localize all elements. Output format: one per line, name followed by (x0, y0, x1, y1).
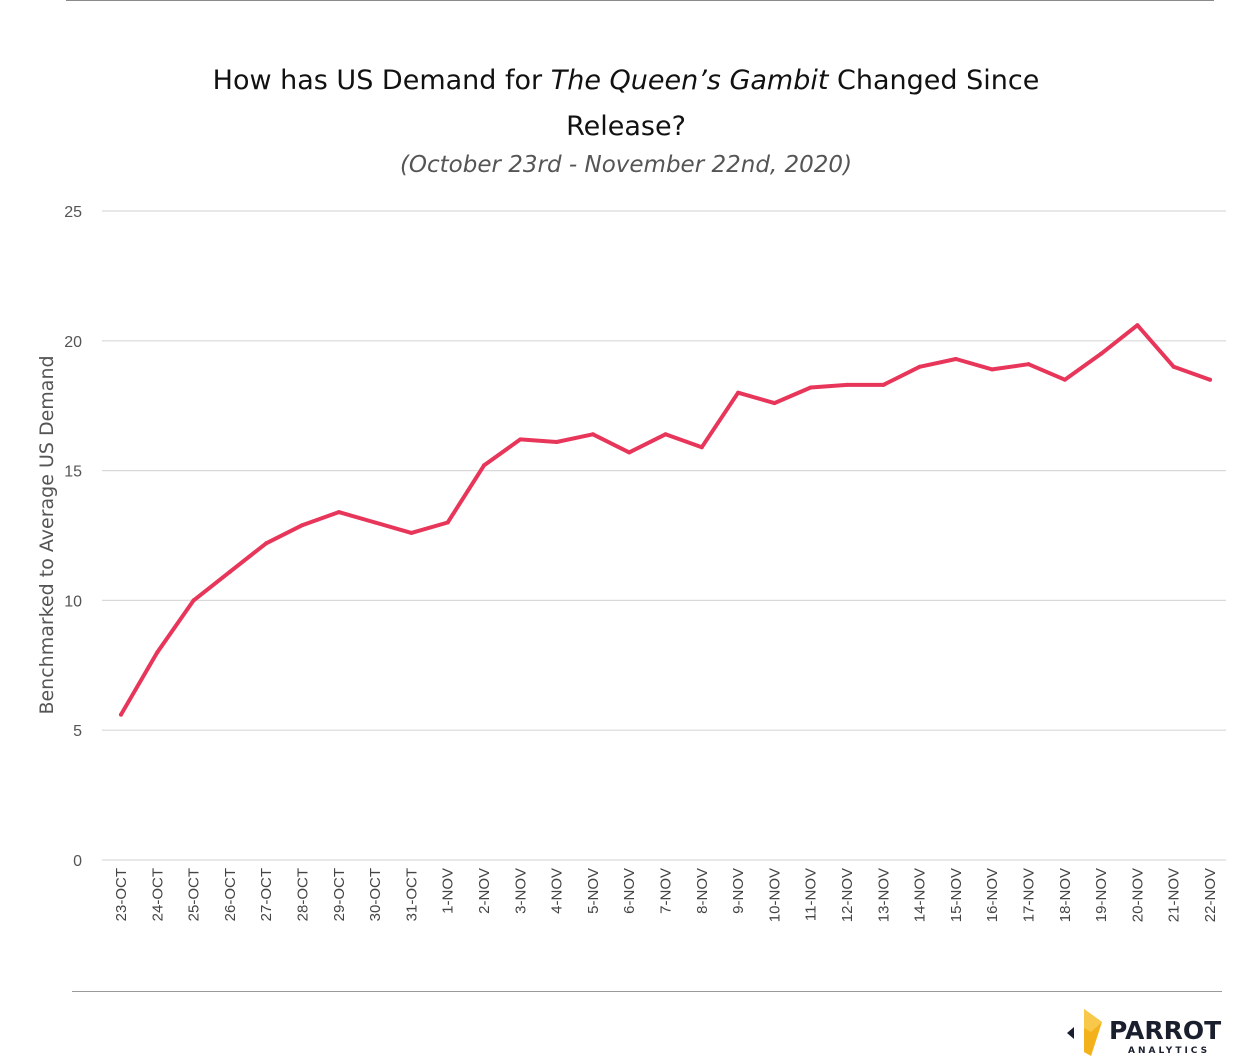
series-layer (119, 323, 1212, 717)
data-point (445, 520, 450, 525)
data-point (917, 364, 922, 369)
data-point (627, 450, 632, 455)
data-point (808, 385, 813, 390)
chart-subtitle: (October 23rd - November 22nd, 2020) (399, 152, 853, 178)
y-tick-label: 0 (73, 853, 82, 870)
y-axis-ticks: 0 5 10 15 20 25 (64, 204, 82, 870)
x-tick-label: 13-NOV (875, 868, 892, 922)
gridlines (102, 210, 1226, 861)
x-tick-label: 19-NOV (1093, 868, 1110, 922)
logo-parrot-icon-shade (1084, 1009, 1102, 1032)
x-tick-label: 23-OCT (113, 868, 130, 921)
x-tick-label: 9-NOV (730, 868, 747, 914)
data-point (518, 437, 523, 442)
title-line-1: How has US Demand for The Queen’s Gambit… (0, 58, 1252, 104)
data-point (300, 523, 305, 528)
x-tick-label: 2-NOV (476, 868, 493, 914)
bottom-divider (72, 991, 1222, 992)
title-prefix: How has US Demand for (212, 65, 551, 96)
x-tick-label: 16-NOV (984, 868, 1001, 922)
x-tick-label: 27-OCT (258, 868, 275, 921)
x-tick-label: 4-NOV (549, 868, 566, 914)
data-point (699, 445, 704, 450)
x-tick-label: 24-OCT (149, 868, 166, 921)
x-tick-label: 30-OCT (367, 868, 384, 921)
x-tick-label: 29-OCT (331, 868, 348, 921)
x-tick-label: 6-NOV (621, 868, 638, 914)
data-point (590, 432, 595, 437)
title-show-name: The Queen’s Gambit (550, 65, 829, 96)
data-point (227, 569, 232, 574)
x-tick-label: 22-NOV (1202, 868, 1219, 922)
x-axis-ticks: 23-OCT 24-OCT 25-OCT 26-OCT 27-OCT 28-OCT 29-O… (113, 868, 1219, 922)
x-tick-label: 21-NOV (1166, 868, 1183, 922)
data-point (264, 541, 269, 546)
parrot-analytics-logo: PARROT ANALYTICS (1067, 1009, 1221, 1056)
data-point (990, 367, 995, 372)
x-tick-label: 31-OCT (403, 868, 420, 921)
logo-arrow-icon (1067, 1027, 1074, 1039)
x-tick-label: 20-NOV (1129, 868, 1146, 922)
x-tick-label: 17-NOV (1021, 868, 1038, 922)
data-point (845, 382, 849, 387)
data-point (1062, 377, 1067, 382)
x-tick-label: 15-NOV (948, 868, 965, 922)
line-chart: 0 5 10 15 20 25 23-OCT 24-OCT 25-OCT 26-OCT 27-OC… (36, 204, 1226, 922)
x-tick-label: 5-NOV (585, 868, 602, 914)
data-point (1208, 377, 1212, 382)
data-point (1026, 362, 1031, 367)
x-tick-label: 26-OCT (222, 868, 239, 921)
x-tick-label: 10-NOV (766, 868, 783, 922)
data-point (772, 401, 777, 406)
y-tick-label: 5 (73, 723, 82, 740)
data-point (953, 356, 958, 361)
data-point (1135, 323, 1140, 328)
y-tick-label: 20 (64, 334, 82, 351)
y-tick-label: 25 (64, 204, 82, 221)
y-tick-label: 15 (64, 464, 82, 481)
data-point (373, 520, 378, 525)
data-point (663, 432, 668, 437)
x-tick-label: 18-NOV (1057, 868, 1074, 922)
data-point (191, 598, 196, 603)
data-point (482, 463, 486, 468)
series-line (119, 323, 1212, 717)
x-tick-label: 1-NOV (440, 868, 457, 914)
x-tick-label: 14-NOV (912, 868, 929, 922)
x-tick-label: 3-NOV (512, 868, 529, 914)
top-divider (66, 0, 1214, 1)
data-point (881, 382, 886, 387)
x-tick-label: 12-NOV (839, 868, 856, 922)
title-suffix: Changed Since (828, 65, 1040, 96)
y-tick-label: 10 (64, 593, 82, 610)
chart-title: How has US Demand for The Queen’s Gambit… (0, 58, 1252, 150)
x-tick-label: 28-OCT (295, 868, 312, 921)
data-point (736, 390, 741, 395)
logo-subword: ANALYTICS (1128, 1046, 1210, 1056)
data-point (1171, 364, 1176, 369)
x-tick-label: 7-NOV (658, 868, 675, 914)
data-point (119, 712, 123, 717)
logo-word: PARROT (1109, 1016, 1221, 1045)
data-point (155, 650, 160, 655)
x-tick-label: 8-NOV (694, 868, 711, 914)
x-tick-label: 25-OCT (186, 868, 203, 921)
data-point (1099, 351, 1104, 356)
y-axis-label: Benchmarked to Average US Demand (36, 355, 58, 714)
data-point (336, 510, 341, 515)
data-point (554, 440, 559, 445)
title-line-2: Release? (566, 111, 686, 142)
x-tick-label: 11-NOV (803, 868, 820, 921)
data-point (409, 530, 414, 535)
